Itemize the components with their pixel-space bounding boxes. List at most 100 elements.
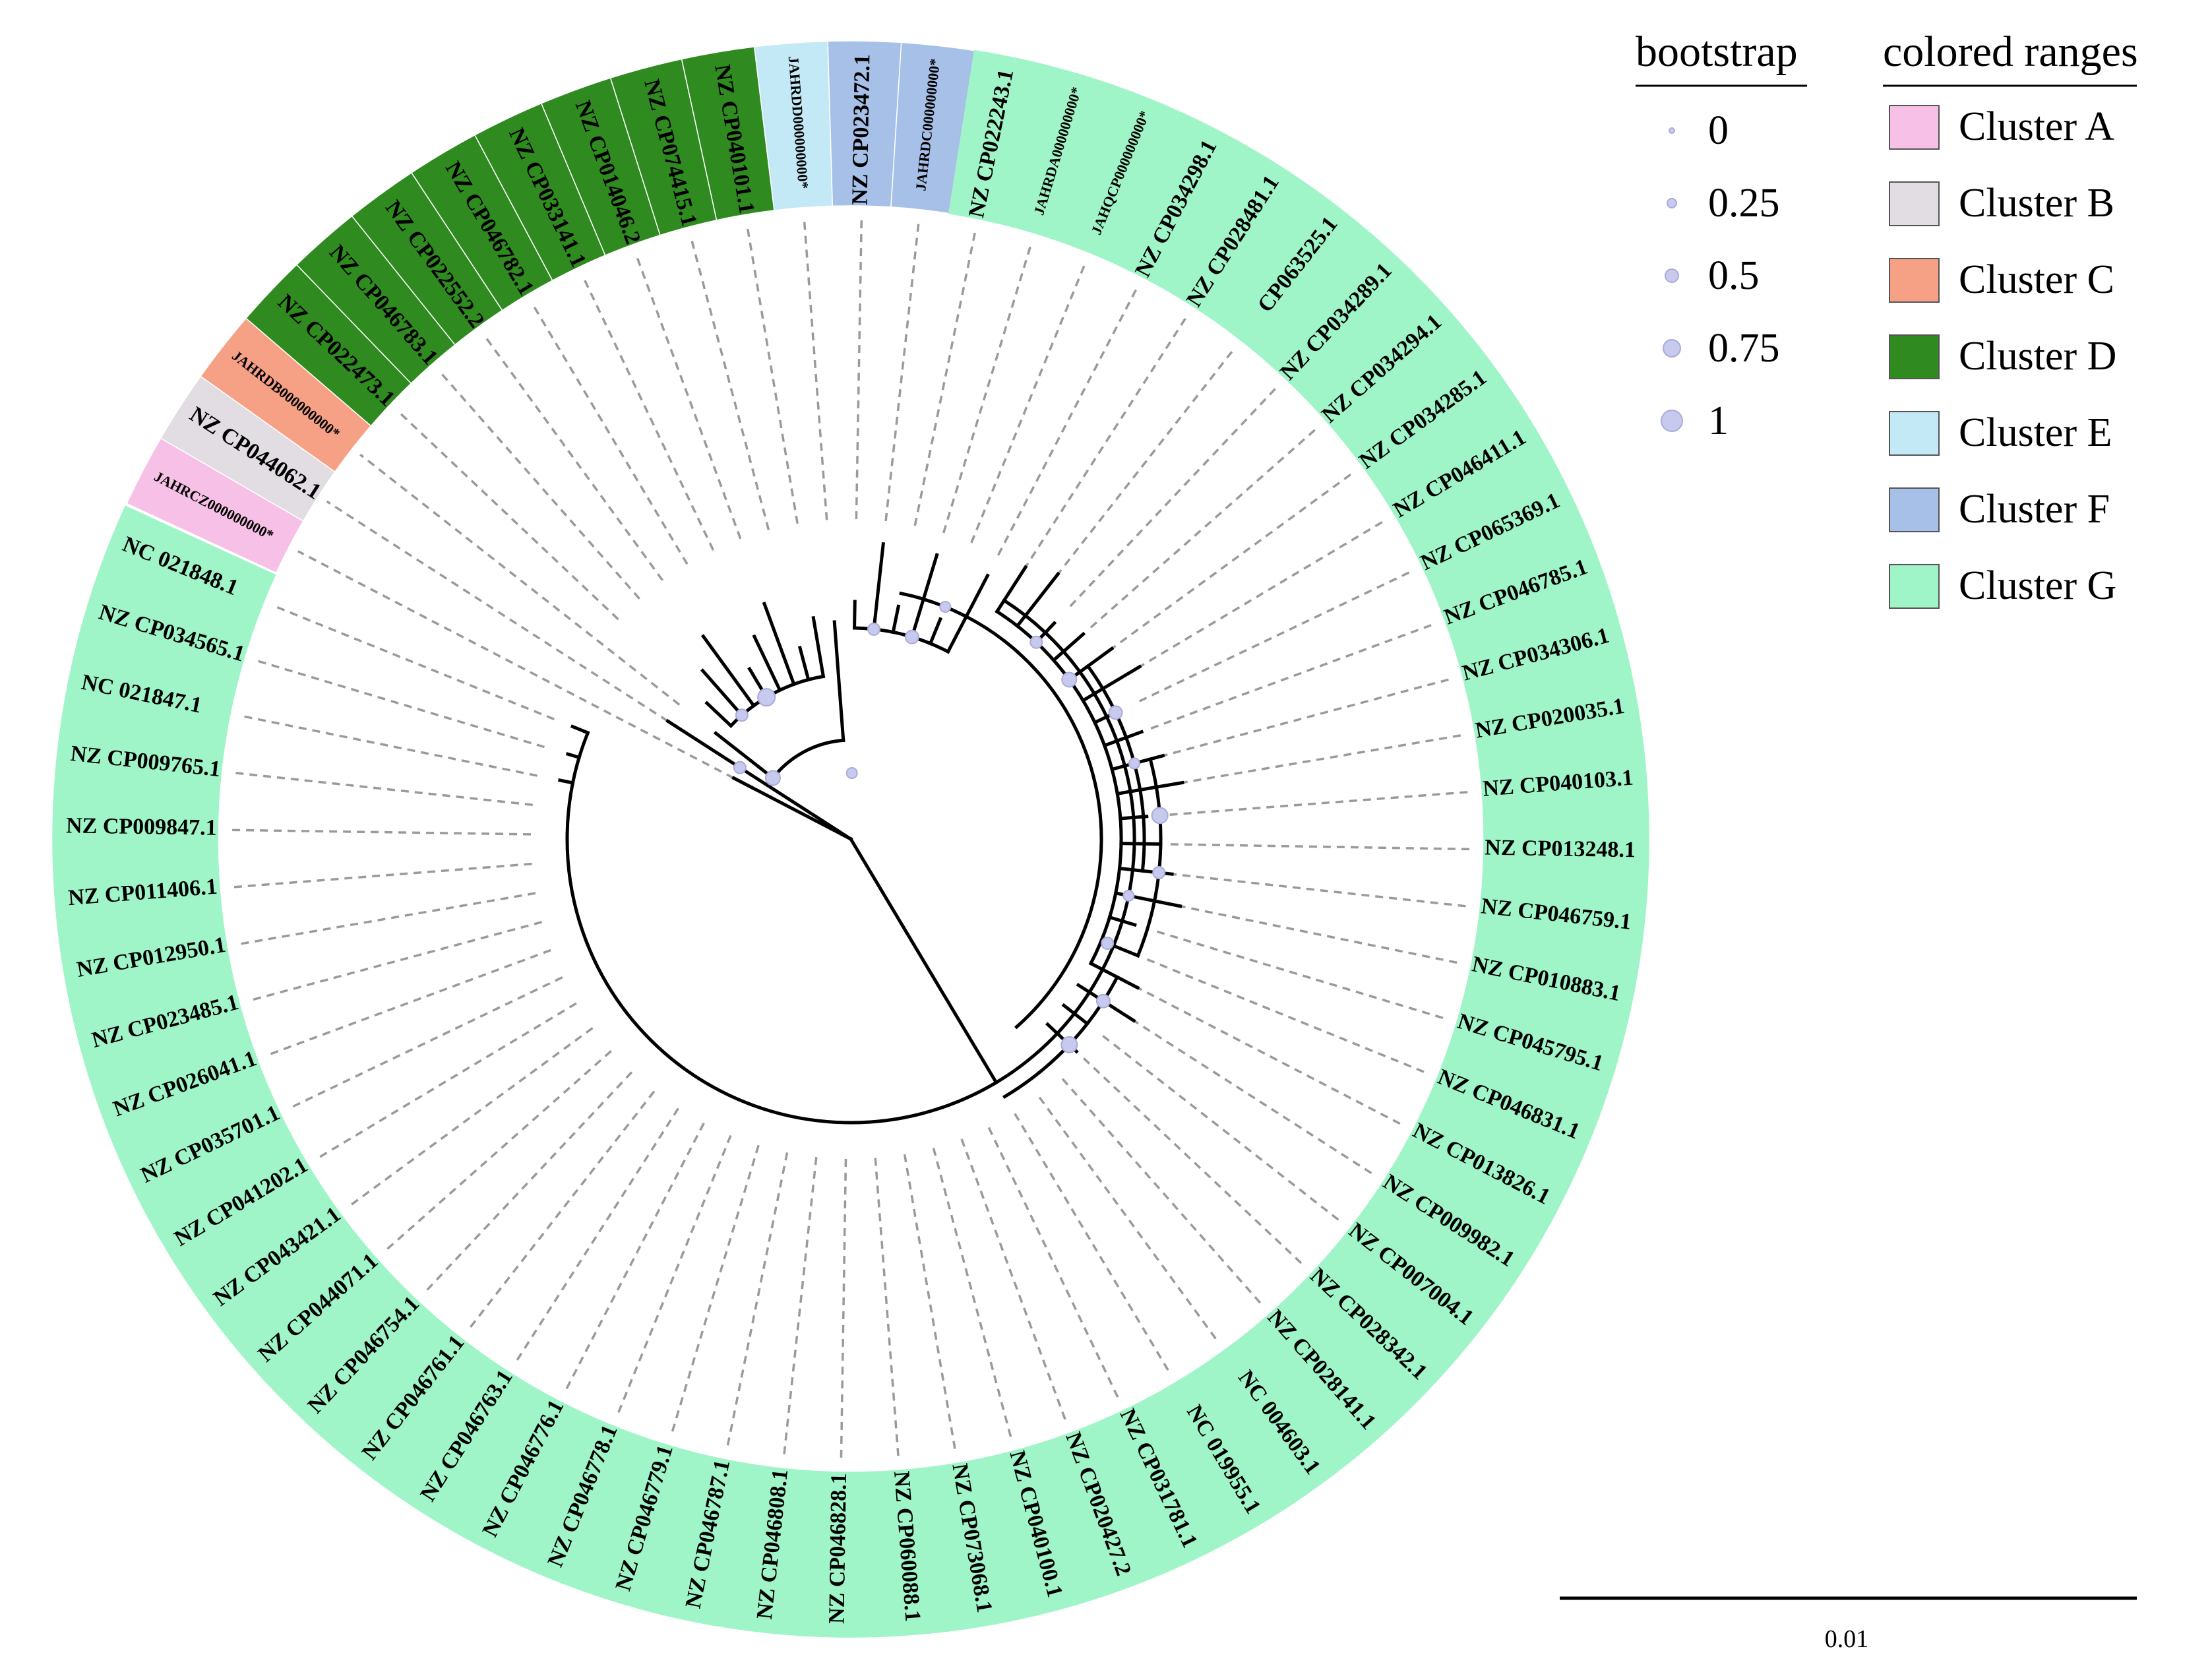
- cluster-legend-swatch: [1889, 334, 1940, 379]
- leaf-guide-line: [1124, 518, 1387, 677]
- tree-branch: [700, 668, 745, 718]
- leaf-guide-line: [1038, 1096, 1219, 1344]
- bootstrap-legend-label: 1: [1708, 398, 1729, 443]
- leaf-guide-line: [725, 1152, 789, 1450]
- bootstrap-legend-dot: [1665, 268, 1679, 283]
- leaf-guide-line: [884, 219, 921, 522]
- cluster-legend-label: Cluster G: [1959, 563, 2116, 608]
- bootstrap-legend-dot: [1663, 339, 1681, 358]
- tree-branch: [1066, 646, 1115, 682]
- cluster-legend-swatch: [1889, 487, 1940, 532]
- leaf-guide-line: [855, 216, 863, 520]
- bootstrap-marker: [1152, 866, 1166, 880]
- bootstrap-legend-label: 0.5: [1708, 253, 1760, 298]
- bootstrap-legend-dot: [1667, 198, 1677, 208]
- tree-branch: [928, 617, 943, 646]
- leaf-guide-line: [1061, 1078, 1264, 1307]
- bootstrap-marker: [764, 770, 781, 786]
- tree-branch: [1115, 780, 1184, 796]
- leaf-guide-line: [423, 1071, 633, 1294]
- leaf-guide-line: [1163, 902, 1462, 965]
- leaf-guide-line: [231, 771, 533, 806]
- cluster-legend-label: Cluster E: [1959, 410, 2112, 455]
- cluster-legend-label: Cluster C: [1959, 257, 2114, 302]
- leaf-guide-line: [1022, 314, 1189, 571]
- leaf-guide-line: [229, 862, 532, 889]
- leaf-guide-line: [531, 302, 689, 565]
- cluster-ring-sector: [97, 505, 276, 630]
- leaf-guide-line: [997, 285, 1140, 556]
- leaf-guide-line: [987, 1127, 1121, 1402]
- bootstrap-legend-dot: [1669, 127, 1675, 134]
- leaf-guide-line: [359, 453, 681, 706]
- leaf-guide-line: [615, 1135, 732, 1417]
- tree-branch: [762, 602, 796, 687]
- cluster-legend-swatch: [1889, 258, 1940, 303]
- leaf-guide-line: [236, 892, 536, 946]
- leaf-guide-line: [1168, 872, 1471, 908]
- leaf-guide-line: [960, 1138, 1068, 1425]
- leaf-guide-line: [266, 949, 551, 1057]
- tree-branch: [1080, 664, 1142, 703]
- leaf-guide-line: [1047, 347, 1236, 588]
- leaf-guide-line: [1159, 677, 1454, 758]
- cluster-legend-label: Cluster F: [1959, 487, 2110, 532]
- leaf-guide-line: [913, 228, 977, 526]
- tree-branch: [700, 634, 756, 708]
- bootstrap-legend-label: 0.75: [1708, 326, 1780, 371]
- leaf-guide-line: [634, 253, 742, 540]
- leaf-guide-line: [326, 500, 669, 722]
- leaf-guide-line: [1014, 1113, 1172, 1375]
- tree-branch: [811, 615, 826, 679]
- leaf-guide-line: [1170, 843, 1474, 851]
- leaf-guide-line: [745, 224, 799, 524]
- leaf-guide-line: [942, 242, 1033, 534]
- leaf-guide-line: [248, 921, 543, 1002]
- cluster-legend-label: Cluster A: [1959, 104, 2114, 149]
- cluster-color-ring: [52, 40, 1649, 1638]
- leaf-guide-line: [253, 658, 545, 749]
- tree-branch: [832, 620, 845, 743]
- leaf-label: NZ CP009847.1: [66, 813, 217, 840]
- bootstrap-marker: [733, 761, 747, 774]
- tree-branch: [1061, 1003, 1088, 1024]
- tree-branch: [909, 553, 939, 639]
- leaf-guide-line: [803, 217, 828, 520]
- leaf-guide-line: [272, 604, 555, 720]
- bootstrap-legend-items: 0 0.25 0.5 0.75 1: [1661, 108, 1780, 443]
- ranges-legend-title: colored ranges: [1883, 28, 2138, 76]
- leaf-guide-line: [782, 1156, 818, 1459]
- bootstrap-legend-label: 0: [1708, 108, 1729, 153]
- bootstrap-marker: [1108, 705, 1123, 720]
- cluster-legend-swatch: [1889, 411, 1940, 456]
- leaf-guide-line: [1150, 622, 1436, 730]
- leaf-guide-line: [438, 370, 640, 600]
- leaf-guide-line: [483, 334, 664, 581]
- leaf-guide-line: [315, 1002, 577, 1160]
- leaf-guide-line: [1090, 425, 1320, 629]
- tree-branch: [852, 626, 950, 654]
- tree-branch: [1015, 571, 1060, 629]
- bootstrap-marker: [1029, 635, 1043, 649]
- tree-branch: [557, 778, 575, 785]
- tree-branch: [570, 724, 590, 735]
- cluster-legend-label: Cluster D: [1959, 334, 2116, 379]
- tree-branch: [731, 776, 853, 842]
- tree-branch: [872, 542, 886, 631]
- leaf-guide-line: [669, 1144, 760, 1437]
- tree-branch: [995, 565, 1028, 614]
- leaf-guide-line: [1082, 1057, 1306, 1267]
- tree-branch: [1051, 631, 1086, 663]
- bootstrap-legend-label: 0.25: [1708, 181, 1780, 226]
- tree-branch: [1119, 815, 1149, 821]
- bootstrap-marker: [904, 629, 919, 644]
- cluster-legend-swatch: [1889, 105, 1940, 150]
- leaf-guide-line: [903, 1154, 957, 1454]
- tree-branch: [713, 731, 776, 780]
- cluster-legend-swatch: [1889, 181, 1940, 226]
- leaf-guide-line: [288, 976, 563, 1110]
- leaf-guide-line: [1102, 1035, 1343, 1224]
- leaf-label: NZ CP023472.1: [847, 54, 875, 205]
- leaf-guide-line: [347, 1027, 594, 1208]
